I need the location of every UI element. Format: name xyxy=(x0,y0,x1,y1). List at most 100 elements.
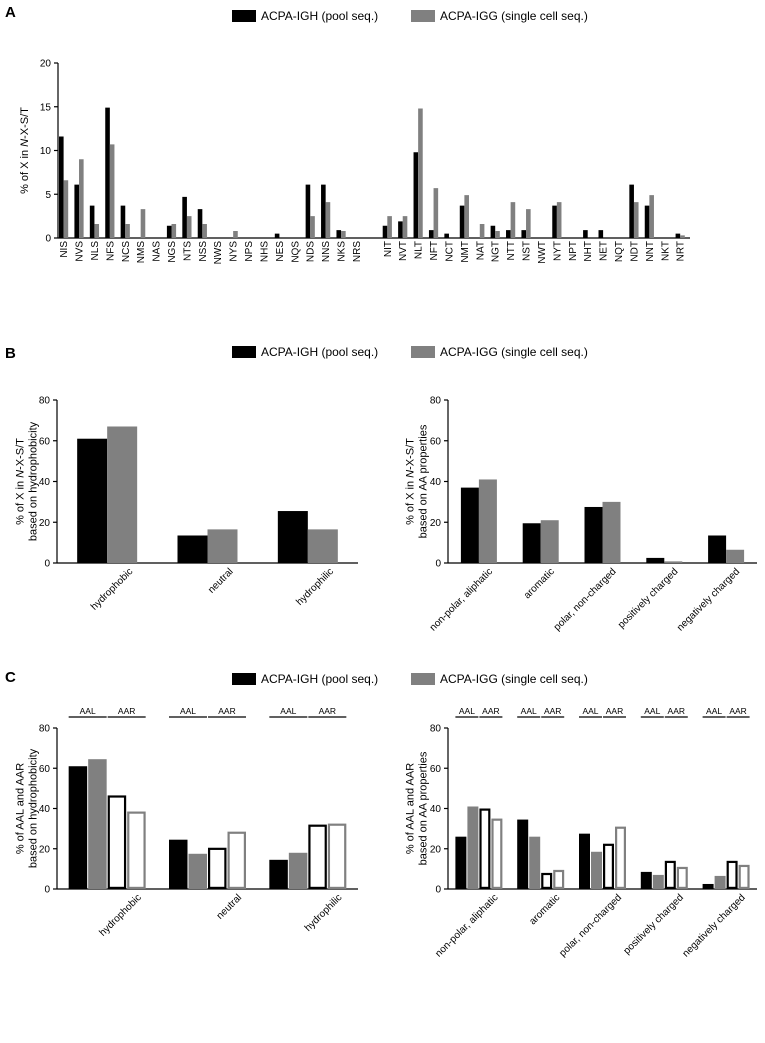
chart-a-bar xyxy=(459,205,465,238)
chart-c2-category-label: aromatic xyxy=(527,892,562,927)
chart-c2-bar xyxy=(529,836,541,889)
chart-b2-bar xyxy=(522,523,541,563)
chart-b1-bar xyxy=(207,529,238,563)
chart-a-bar xyxy=(382,225,388,238)
chart-a-bar xyxy=(649,195,654,238)
chart-a-category-label: NLS xyxy=(90,241,101,261)
chart-a-bar xyxy=(583,230,588,238)
chart-a-bar xyxy=(140,209,146,238)
chart-a-category-label: NDS xyxy=(306,241,317,262)
chart-c2-bar xyxy=(702,883,714,889)
chart-a-bar xyxy=(166,225,172,238)
chart-a-category-label: NET xyxy=(599,241,610,261)
chart-a-bar xyxy=(171,224,177,238)
chart-c2-y-tick-label: 0 xyxy=(435,885,441,896)
chart-b2-bar xyxy=(584,506,603,563)
chart-c1-category-label: hydrophilic xyxy=(303,892,345,934)
chart-c2-y-axis-label: % of AAL and AARbased on AA properties xyxy=(405,751,430,865)
chart-a-bar xyxy=(598,230,604,238)
chart-c-hydrophobicity: 0 20 40 60 80 % of AAL and AARbased on hydrop… xyxy=(15,706,358,939)
chart-a-category-label: NSS xyxy=(198,241,209,262)
chart-c2-y-tick-label: 20 xyxy=(430,844,442,855)
chart-b1-bar xyxy=(307,529,338,563)
chart-a-bar xyxy=(63,180,69,238)
legend-a: ACPA-IGH (pool seq.) ACPA-IGG (single ce… xyxy=(232,9,588,23)
chart-c1-group-label: AAR xyxy=(218,706,235,716)
chart-c1-group-label: AAR xyxy=(118,706,135,716)
legend-b-label-series2: ACPA-IGG (single cell seq.) xyxy=(440,345,588,359)
chart-a-bar xyxy=(197,209,203,238)
chart-c1-group-label: AAL xyxy=(180,706,196,716)
panel-letter-c: C xyxy=(5,669,16,686)
chart-b-hydrophobicity: 0 20 40 60 80 % of X in N-X-S/Tbased on hydro… xyxy=(15,396,358,613)
legend-a-label-series1: ACPA-IGH (pool seq.) xyxy=(261,9,378,23)
chart-a-category-label: NES xyxy=(275,241,286,262)
chart-b1-y-tick-label: 80 xyxy=(39,396,51,407)
chart-a-category-label: NKS xyxy=(337,241,348,262)
chart-b2-y-tick-label: 0 xyxy=(435,559,441,570)
chart-c2-y-tick-label: 60 xyxy=(430,764,442,775)
chart-a-category-label: NVS xyxy=(75,241,86,262)
chart-c2-category-label: polar, non-charged xyxy=(557,892,624,959)
chart-c2-bar xyxy=(602,843,614,889)
chart-a-bar xyxy=(325,202,331,238)
chart-a-bar xyxy=(510,202,516,238)
legend-c: ACPA-IGH (pool seq.) ACPA-IGG (single ce… xyxy=(232,672,588,686)
chart-b1-category-label: hydrophilic xyxy=(294,566,336,608)
chart-c1-y-tick-label: 40 xyxy=(39,804,51,815)
chart-c2-bar xyxy=(640,871,652,889)
chart-a-bar xyxy=(186,216,192,238)
chart-a-bar xyxy=(402,216,408,238)
chart-b2-y-axis-label: % of X in N-X-S/Tbased on AA properties xyxy=(405,424,430,538)
chart-a-bar xyxy=(464,195,469,238)
chart-a-bar xyxy=(120,205,126,238)
chart-c2-group-label: AAL xyxy=(582,706,598,716)
chart-c2-bar xyxy=(455,836,467,889)
chart-c2-group-label: AAR xyxy=(668,706,685,716)
chart-c2-bar xyxy=(676,866,688,890)
legend-c-label-series1: ACPA-IGH (pool seq.) xyxy=(261,672,378,686)
chart-c2-y-tick-label: 40 xyxy=(430,804,442,815)
chart-c2-group-label: AAL xyxy=(521,706,537,716)
legend-c-swatch-series1 xyxy=(232,673,256,685)
chart-c1-bar xyxy=(208,847,227,890)
chart-a-category-label: NWS xyxy=(213,241,224,265)
chart-c2-bar xyxy=(714,875,726,889)
chart-a-category-label: NTS xyxy=(182,241,193,261)
chart-a-bar xyxy=(321,184,326,238)
chart-a-bar xyxy=(305,184,311,238)
chart-a-category-label: NLT xyxy=(414,241,425,259)
chart-a-category-label: NVT xyxy=(398,241,409,261)
chart-c2-group-label: AAL xyxy=(644,706,660,716)
chart-a-bar xyxy=(182,196,187,238)
chart-a-category-label: NTT xyxy=(506,241,517,260)
chart-c2-bar xyxy=(591,851,602,889)
chart-a-bar xyxy=(105,107,110,238)
chart-b1-y-axis-label: % of X in N-X-S/Tbased on hydrophobicity xyxy=(15,421,40,541)
chart-c2-bar xyxy=(664,860,676,889)
chart-c2-bar xyxy=(491,818,503,889)
chart-c2-bar xyxy=(517,819,529,889)
chart-c2-category-label: positively charged xyxy=(622,892,686,956)
chart-c2-category-label: negatively charged xyxy=(681,892,748,959)
chart-a-bar xyxy=(233,231,238,238)
chart-a-bar xyxy=(398,221,403,238)
legend-a-label-series2: ACPA-IGG (single cell seq.) xyxy=(440,9,588,23)
chart-c-aa-properties: 0 20 40 60 80 % of AAL and AARbased on AA pro… xyxy=(405,706,757,959)
chart-a-category-label: NRS xyxy=(352,241,363,262)
chart-a-bar xyxy=(413,152,419,238)
chart-b1-bar xyxy=(177,535,208,563)
chart-c1-group-label: AAR xyxy=(319,706,336,716)
chart-b1-bar xyxy=(277,511,308,563)
chart-c1-bar xyxy=(68,766,88,889)
chart-a-bar xyxy=(418,108,423,238)
chart-b2-y-tick-label: 80 xyxy=(430,396,442,407)
chart-a-bar xyxy=(556,202,562,238)
chart-a-bar xyxy=(74,184,80,238)
chart-a-category-label: NFT xyxy=(429,241,440,260)
legend-c-swatch-series2 xyxy=(411,673,435,685)
chart-a-y-tick-label: 0 xyxy=(45,234,51,245)
chart-a-bar xyxy=(94,224,100,238)
chart-c1-bar xyxy=(227,831,247,890)
